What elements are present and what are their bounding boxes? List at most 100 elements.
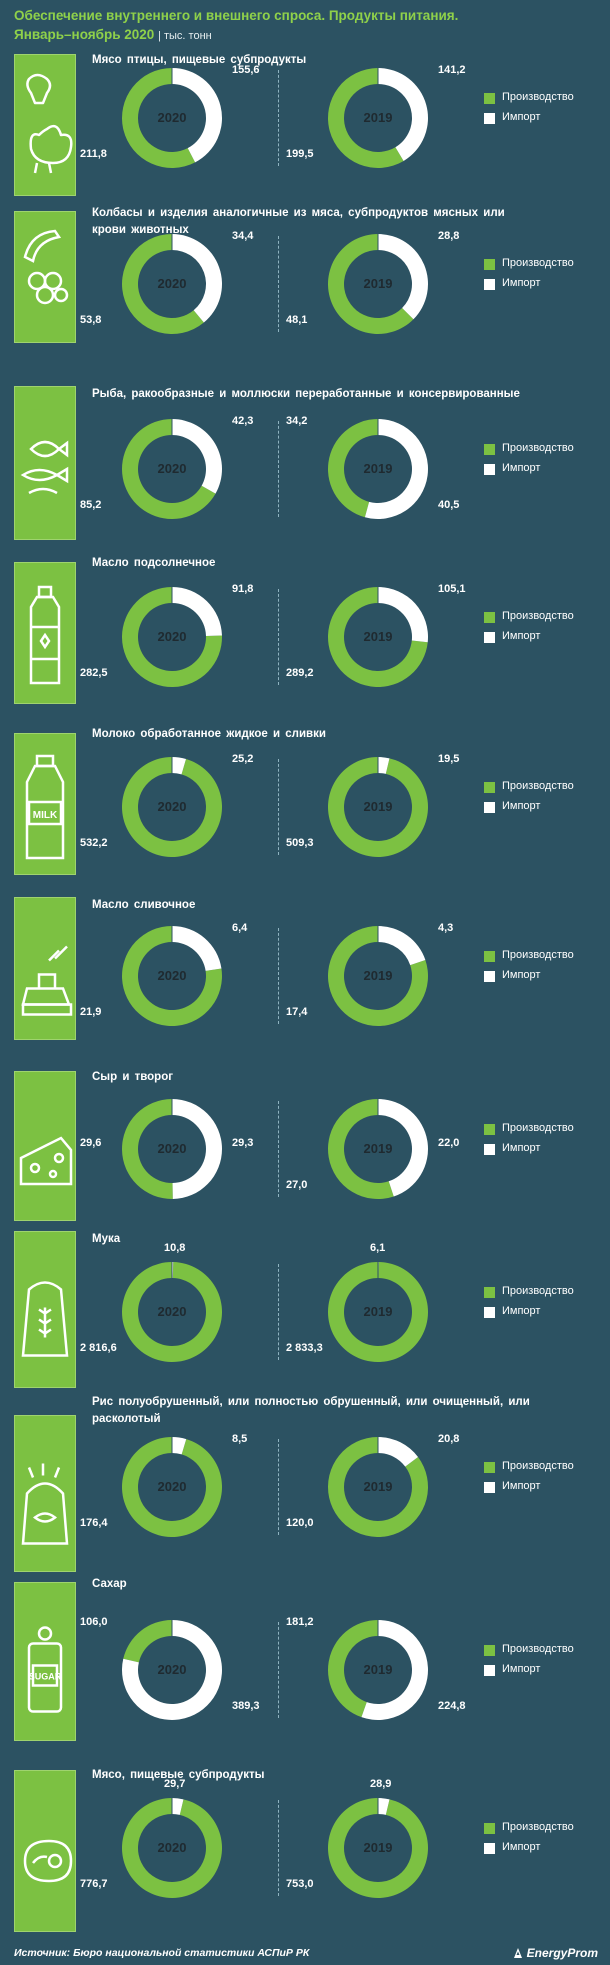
- section-divider: [278, 928, 279, 1024]
- year-label: 2020: [157, 276, 187, 291]
- import-slice: [378, 1099, 428, 1197]
- production-slice: [328, 1798, 428, 1898]
- production-slice: [121, 926, 222, 1026]
- import-value-label: 10,8: [164, 1242, 186, 1254]
- section-title: Мука: [92, 1233, 121, 1245]
- donut-chart: 2020 776,7 29,7: [80, 1778, 224, 1900]
- year-label: 2020: [157, 1304, 187, 1319]
- import-slice: [172, 1437, 187, 1455]
- donut-ring: [328, 1099, 428, 1199]
- production-value-label: 17,4: [286, 1006, 308, 1018]
- oil-bottle-icon: [29, 585, 61, 685]
- import-value-label: 6,4: [232, 922, 248, 934]
- year-label: 2020: [157, 1141, 187, 1156]
- import-value-label: 29,7: [164, 1778, 186, 1790]
- import-value-label: 4,3: [438, 922, 454, 934]
- donut-chart: 2020 29,6 29,3: [80, 1097, 253, 1201]
- legend-label-import: Импорт: [502, 462, 541, 474]
- donut-chart: 2019 753,0 28,9: [286, 1778, 430, 1900]
- production-slice: [122, 757, 222, 857]
- donut-chart: 2019 181,2 224,8: [286, 1616, 466, 1722]
- section-divider: [278, 1101, 279, 1197]
- donut-chart: 2020 53,8 34,4: [80, 230, 253, 336]
- production-value-label: 289,2: [286, 667, 314, 679]
- section-title: Сыр и творог: [92, 1071, 174, 1083]
- year-label: 2019: [363, 110, 393, 125]
- legend-label-import: Импорт: [502, 1142, 541, 1154]
- year-label: 2019: [363, 799, 393, 814]
- import-slice: [378, 926, 426, 966]
- section-divider: [278, 1800, 279, 1896]
- import-value-label: 105,1: [438, 583, 466, 595]
- donut-ring: [122, 234, 222, 334]
- legend-label-production: Производство: [502, 1122, 574, 1134]
- legend-label-import: Импорт: [502, 800, 541, 812]
- year-label: 2019: [363, 1840, 393, 1855]
- year-label: 2019: [363, 1304, 393, 1319]
- sausage-icon: [23, 229, 69, 305]
- production-value-label: 34,2: [286, 415, 308, 427]
- production-value-label: 2 816,6: [80, 1342, 117, 1354]
- section-divider: [278, 589, 279, 685]
- import-slice: [378, 757, 390, 774]
- import-value-label: 34,4: [232, 230, 254, 242]
- donut-chart: 2019 120,0 20,8: [286, 1433, 459, 1539]
- legend-swatch-production: [484, 1287, 495, 1298]
- section-divider: [278, 70, 279, 166]
- section-divider: [278, 1439, 279, 1535]
- legend-label-import: Импорт: [502, 111, 541, 123]
- donut-chart: 2019 48,1 28,8: [286, 230, 459, 336]
- production-slice: [328, 1437, 428, 1537]
- legend-swatch-import: [484, 1307, 495, 1318]
- donut-ring: [122, 68, 222, 168]
- donut-chart: 2019 509,3 19,5: [286, 753, 459, 859]
- production-slice: [123, 1620, 172, 1663]
- footer: Источник: Бюро национальной статистики А…: [0, 1944, 610, 1965]
- import-value-label: 28,8: [438, 230, 460, 242]
- import-slice: [378, 234, 428, 320]
- logo-text: EnergyProm: [526, 1946, 598, 1960]
- production-value-label: 21,9: [80, 1006, 102, 1018]
- import-value-label: 224,8: [438, 1700, 466, 1712]
- section-title: Рыба, ракообразные и моллюски переработа…: [92, 388, 520, 400]
- legend-swatch-production: [484, 1124, 495, 1135]
- production-slice: [328, 1620, 378, 1718]
- import-slice: [378, 68, 428, 161]
- production-slice: [122, 68, 196, 168]
- donut-ring: [121, 1620, 222, 1720]
- legend-label-import: Импорт: [502, 630, 541, 642]
- legend-label-production: Производство: [502, 1460, 574, 1472]
- production-value-label: 282,5: [80, 667, 108, 679]
- legend-label-production: Производство: [502, 1821, 574, 1833]
- legend-swatch-production: [484, 444, 495, 455]
- production-slice: [122, 234, 204, 334]
- production-value-label: 181,2: [286, 1616, 314, 1628]
- donut-ring: [328, 234, 428, 334]
- legend-swatch-production: [484, 1823, 495, 1834]
- import-slice: [364, 419, 429, 519]
- year-label: 2020: [157, 799, 187, 814]
- year-label: 2020: [157, 629, 187, 644]
- legend-label-import: Импорт: [502, 1480, 541, 1492]
- legend-swatch-production: [484, 782, 495, 793]
- import-value-label: 19,5: [438, 753, 460, 765]
- section-title: Масло подсолнечное: [92, 557, 216, 569]
- section-divider: [278, 236, 279, 332]
- legend-swatch-import: [484, 971, 495, 982]
- donut-ring: [121, 926, 222, 1026]
- import-value-label: 141,2: [438, 64, 466, 76]
- year-label: 2020: [157, 1479, 187, 1494]
- header: Обеспечение внутреннего и внешнего спрос…: [14, 6, 604, 46]
- legend-label-import: Импорт: [502, 1305, 541, 1317]
- import-slice: [172, 68, 222, 163]
- import-slice: [172, 234, 222, 323]
- donut-ring: [328, 757, 428, 857]
- legend-swatch-production: [484, 259, 495, 270]
- production-slice: [328, 68, 404, 168]
- category-tile: MILK: [14, 733, 76, 875]
- production-value-label: 27,0: [286, 1179, 308, 1191]
- legend-label-production: Производство: [502, 610, 574, 622]
- source-note: Источник: Бюро национальной статистики А…: [14, 1947, 310, 1959]
- year-label: 2019: [363, 1479, 393, 1494]
- production-value-label: 2 833,3: [286, 1342, 323, 1354]
